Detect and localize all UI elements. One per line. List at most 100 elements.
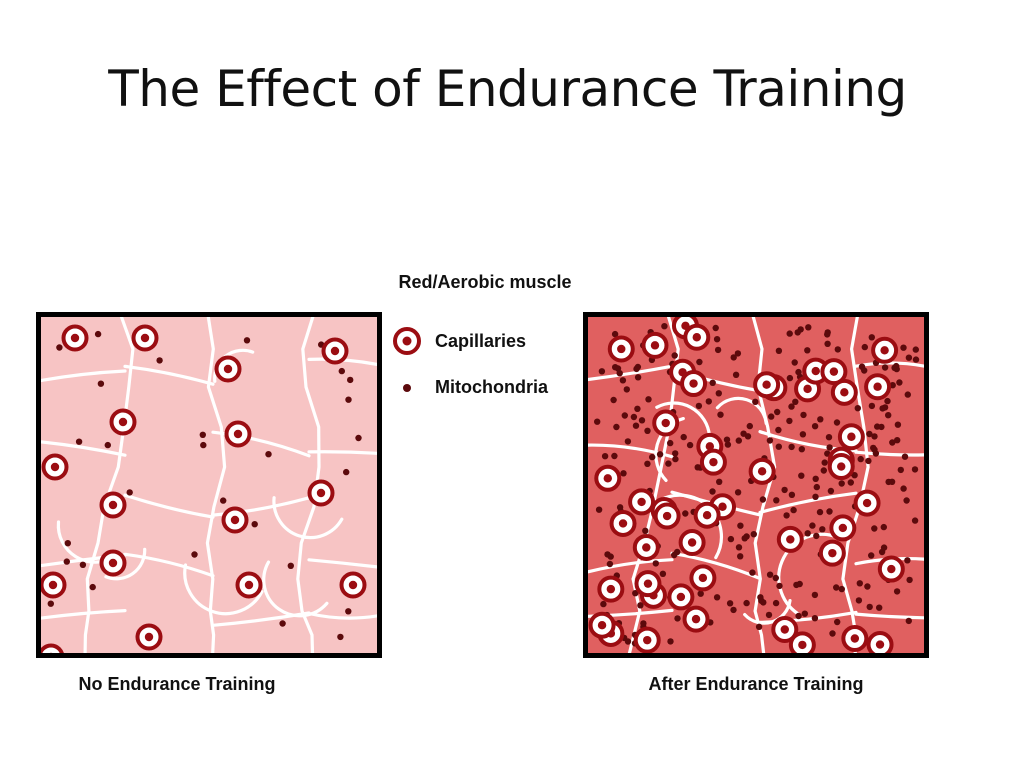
mitochondrion-dot xyxy=(337,633,344,641)
mitochondrion-dot xyxy=(104,441,111,449)
capillary-marker xyxy=(224,420,252,448)
mitochondrion-dot xyxy=(798,446,805,453)
mitochondrion-dot xyxy=(637,602,644,609)
capillary-marker xyxy=(633,626,661,653)
capillary-marker xyxy=(307,479,335,507)
cell-membrane xyxy=(123,364,215,386)
diagram-heading: Red/Aerobic muscle xyxy=(398,272,572,292)
mitochondrion-dot xyxy=(834,346,841,353)
capillary-marker xyxy=(829,514,857,542)
mitochondrion-dot xyxy=(126,489,133,496)
mitochondrion-dot xyxy=(709,379,716,386)
mitochondria-icon xyxy=(403,384,411,392)
capillary-marker xyxy=(689,564,717,592)
cell-membrane xyxy=(262,560,329,618)
mitochondrion-dot xyxy=(686,441,694,449)
capillary-marker xyxy=(41,571,67,599)
mitochondrion-dot xyxy=(717,411,724,418)
mitochondrion-dot xyxy=(727,535,735,543)
mitochondrion-dot xyxy=(355,434,362,442)
mitochondrion-dot xyxy=(741,535,748,542)
mitochondrion-dot xyxy=(879,405,886,412)
mitochondrion-dot xyxy=(345,608,352,615)
mitochondrion-dot xyxy=(786,374,794,382)
mitochondrion-dot xyxy=(795,368,802,376)
mitochondrion-dot xyxy=(857,455,864,463)
cell-membrane xyxy=(715,396,768,425)
mitochondrion-dot xyxy=(652,560,659,567)
mitochondrion-dot xyxy=(906,576,913,584)
mitochondrion-dot xyxy=(775,426,782,434)
mitochondrion-dot xyxy=(633,365,640,373)
mitochondrion-dot xyxy=(775,443,782,450)
mitochondrion-dot xyxy=(680,433,687,441)
mitochondrion-dot xyxy=(811,423,819,430)
mitochondrion-dot xyxy=(855,597,863,604)
mitochondrion-dot xyxy=(865,457,872,465)
mitochondrion-dot xyxy=(826,508,833,515)
mitochondrion-dot xyxy=(644,460,651,467)
mitochondrion-dot xyxy=(640,620,647,627)
mitochondrion-dot xyxy=(866,603,873,611)
mitochondrion-dot xyxy=(812,475,819,482)
mitochondrion-dot xyxy=(279,620,286,627)
mitochondrion-dot xyxy=(786,330,793,337)
mitochondrion-dot xyxy=(665,460,672,467)
panel-after-training xyxy=(583,312,929,658)
mitochondrion-dot xyxy=(826,444,833,451)
mitochondrion-dot xyxy=(804,530,811,537)
mitochondrion-dot xyxy=(868,402,876,410)
mitochondrion-dot xyxy=(56,344,63,351)
capillary-marker xyxy=(653,502,681,530)
mitochondrion-dot xyxy=(861,367,868,374)
capillary-marker xyxy=(683,323,711,351)
cell-membrane xyxy=(296,317,321,653)
capillary-marker xyxy=(776,525,804,553)
mitochondrion-dot xyxy=(904,391,911,398)
capillary-marker xyxy=(788,631,816,653)
capillary-icon xyxy=(393,327,421,355)
mitochondrion-dot xyxy=(834,618,841,626)
capillary-marker xyxy=(680,370,708,398)
mitochondrion-dot xyxy=(889,439,896,446)
muscle-cross-section-before xyxy=(41,317,377,653)
mitochondrion-dot xyxy=(829,630,836,637)
mitochondrion-dot xyxy=(791,359,798,366)
mitochondrion-dot xyxy=(880,544,888,551)
cell-membrane xyxy=(307,611,377,620)
capillary-marker xyxy=(877,555,905,583)
mitochondrion-dot xyxy=(661,323,668,330)
mitochondrion-dot xyxy=(884,397,891,405)
mitochondrion-dot xyxy=(610,396,617,404)
cell-membrane xyxy=(41,440,127,457)
mitochondrion-dot xyxy=(871,446,878,453)
mitochondrion-dot xyxy=(752,398,759,405)
mitochondrion-dot xyxy=(827,487,835,495)
mitochondrion-dot xyxy=(833,419,841,426)
mitochondrion-dot xyxy=(772,599,780,607)
mitochondrion-dot xyxy=(695,402,703,410)
mitochondrion-dot xyxy=(598,368,606,375)
mitochondrion-dot xyxy=(156,357,163,364)
mitochondrion-dot xyxy=(766,571,774,578)
mitochondrion-dot xyxy=(790,506,797,514)
mitochondrion-dot xyxy=(885,412,892,419)
mitochondrion-dot xyxy=(343,468,350,476)
legend: Capillaries Mitochondria xyxy=(392,326,582,418)
mitochondrion-dot xyxy=(726,600,734,607)
mitochondrion-dot xyxy=(713,594,721,601)
capillary-marker xyxy=(820,358,848,386)
mitochondrion-dot xyxy=(730,606,737,614)
mitochondrion-dot xyxy=(905,617,912,625)
mitochondrion-dot xyxy=(607,553,614,560)
mitochondrion-dot xyxy=(638,417,646,424)
capillary-marker xyxy=(841,624,869,652)
mitochondrion-dot xyxy=(781,486,788,494)
cell-membrane xyxy=(41,609,127,620)
mitochondrion-dot xyxy=(904,557,911,564)
caption-no-training: No Endurance Training xyxy=(78,674,276,694)
cell-membrane xyxy=(205,317,227,653)
cell-membrane xyxy=(854,450,924,457)
mitochondrion-dot xyxy=(876,604,883,611)
mitochondrion-dot xyxy=(768,413,775,420)
